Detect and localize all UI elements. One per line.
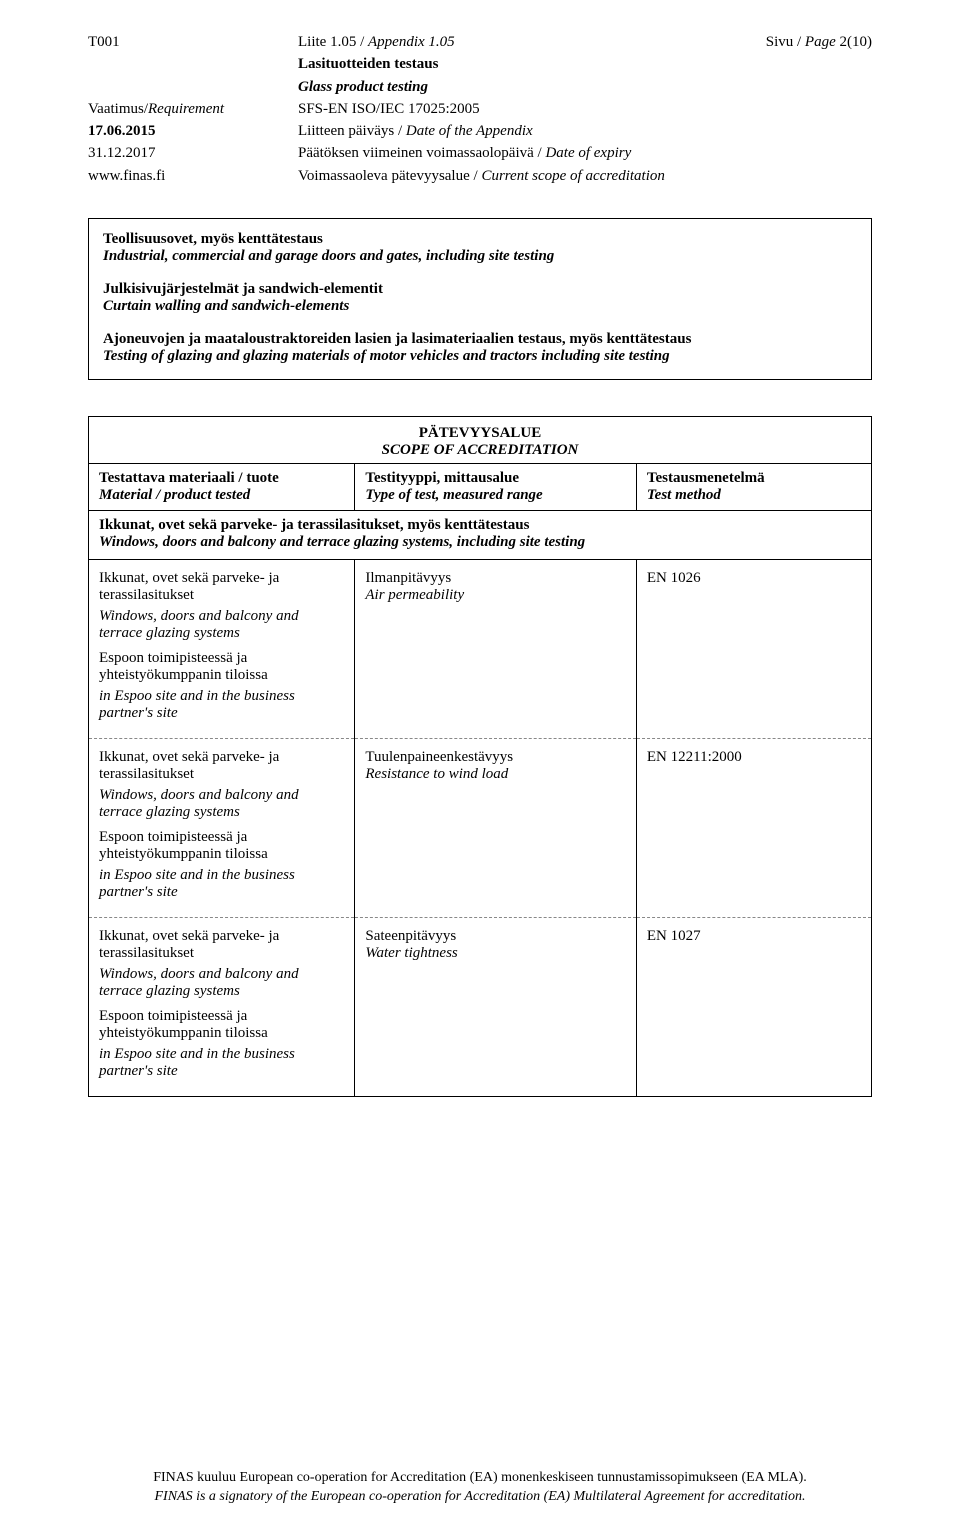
- website-desc: Voimassaoleva pätevyysalue / Current sco…: [298, 166, 702, 186]
- appendix-date: 17.06.2015: [88, 121, 298, 141]
- category-2-fi: Julkisivujärjestelmät ja sandwich-elemen…: [103, 281, 857, 298]
- appendix-ref: Liite 1.05 / Appendix 1.05: [298, 32, 702, 52]
- req-label-fi: Vaatimus/: [88, 101, 148, 117]
- footer-line-1: FINAS kuuluu European co-operation for A…: [88, 1469, 872, 1488]
- table-row: Ikkunat, ovet sekä parveke- ja terassila…: [89, 738, 871, 917]
- cell-material: Ikkunat, ovet sekä parveke- ja terassila…: [89, 738, 355, 917]
- cell-test: Ilmanpitävyys Air permeability: [355, 559, 637, 738]
- page-label-it: Page: [805, 34, 840, 50]
- test-en: Air permeability: [365, 587, 626, 604]
- test-fi: Tuulenpaineenkestävyys: [365, 749, 626, 766]
- page-number: 2(10): [840, 34, 873, 50]
- loc-fi: Espoon toimipisteessä ja yhteistyökumppa…: [99, 650, 344, 684]
- section-en: Windows, doors and balcony and terrace g…: [99, 534, 861, 551]
- site-desc-it: Current scope of accreditation: [481, 168, 664, 184]
- website: www.finas.fi: [88, 166, 298, 186]
- col3-fi: Testausmenetelmä: [647, 470, 861, 487]
- category-3-fi: Ajoneuvojen ja maataloustraktoreiden las…: [103, 331, 857, 348]
- req-label-it: Requirement: [148, 101, 224, 117]
- subject-fi: Lasituotteiden testaus: [298, 54, 702, 74]
- date2-desc-fi: Päätöksen viimeinen voimassaolopäivä /: [298, 145, 545, 161]
- category-2: Julkisivujärjestelmät ja sandwich-elemen…: [103, 281, 857, 315]
- col2-en: Type of test, measured range: [365, 487, 626, 504]
- cell-material: Ikkunat, ovet sekä parveke- ja terassila…: [89, 917, 355, 1096]
- section-fi: Ikkunat, ovet sekä parveke- ja terassila…: [99, 517, 861, 534]
- col1-en: Material / product tested: [99, 487, 344, 504]
- scope-title: PÄTEVYYSALUE SCOPE OF ACCREDITATION: [89, 417, 871, 463]
- cell-test: Tuulenpaineenkestävyys Resistance to win…: [355, 738, 637, 917]
- expiry-date-desc: Päätöksen viimeinen voimassaolopäivä / D…: [298, 143, 702, 163]
- appendix-fi: Liite 1.05 /: [298, 34, 368, 50]
- loc-en: in Espoo site and in the business partne…: [99, 867, 344, 901]
- col-material: Testattava materiaali / tuote Material /…: [89, 463, 355, 510]
- col-method: Testausmenetelmä Test method: [636, 463, 871, 510]
- date1-desc-it: Date of the Appendix: [406, 123, 533, 139]
- scope-table-container: PÄTEVYYSALUE SCOPE OF ACCREDITATION Test…: [88, 416, 872, 1097]
- category-3: Ajoneuvojen ja maataloustraktoreiden las…: [103, 331, 857, 365]
- category-2-en: Curtain walling and sandwich-elements: [103, 298, 857, 315]
- table-row: Ikkunat, ovet sekä parveke- ja terassila…: [89, 559, 871, 738]
- cell-test: Sateenpitävyys Water tightness: [355, 917, 637, 1096]
- mat-fi: Ikkunat, ovet sekä parveke- ja terassila…: [99, 570, 344, 604]
- test-en: Resistance to wind load: [365, 766, 626, 783]
- table-section-row: Ikkunat, ovet sekä parveke- ja terassila…: [89, 510, 871, 559]
- page-footer: FINAS kuuluu European co-operation for A…: [88, 1469, 872, 1507]
- loc-en: in Espoo site and in the business partne…: [99, 1046, 344, 1080]
- appendix-date-desc: Liitteen päiväys / Date of the Appendix: [298, 121, 702, 141]
- cell-method: EN 12211:2000: [636, 738, 871, 917]
- test-fi: Sateenpitävyys: [365, 928, 626, 945]
- mat-en: Windows, doors and balcony and terrace g…: [99, 966, 344, 1000]
- scope-title-fi: PÄTEVYYSALUE: [89, 425, 871, 442]
- document-header: T001 Liite 1.05 / Appendix 1.05 Sivu / P…: [88, 32, 872, 186]
- expiry-date: 31.12.2017: [88, 143, 298, 163]
- subject-en: Glass product testing: [298, 77, 702, 97]
- cell-method: EN 1027: [636, 917, 871, 1096]
- mat-fi: Ikkunat, ovet sekä parveke- ja terassila…: [99, 928, 344, 962]
- requirement-label: Vaatimus/Requirement: [88, 99, 298, 119]
- appendix-it: Appendix 1.05: [368, 34, 455, 50]
- categories-box: Teollisuusovet, myös kenttätestaus Indus…: [88, 218, 872, 380]
- scope-title-en: SCOPE OF ACCREDITATION: [89, 442, 871, 459]
- col1-fi: Testattava materiaali / tuote: [99, 470, 344, 487]
- scope-table: Testattava materiaali / tuote Material /…: [89, 463, 871, 1096]
- loc-fi: Espoon toimipisteessä ja yhteistyökumppa…: [99, 1008, 344, 1042]
- col-test-type: Testityyppi, mittausalue Type of test, m…: [355, 463, 637, 510]
- page-indicator: Sivu / Page 2(10): [702, 32, 872, 52]
- cell-method: EN 1026: [636, 559, 871, 738]
- mat-fi: Ikkunat, ovet sekä parveke- ja terassila…: [99, 749, 344, 783]
- page-label: Sivu /: [766, 34, 805, 50]
- category-1-fi: Teollisuusovet, myös kenttätestaus: [103, 231, 857, 248]
- test-en: Water tightness: [365, 945, 626, 962]
- test-fi: Ilmanpitävyys: [365, 570, 626, 587]
- doc-code: T001: [88, 32, 298, 52]
- cell-material: Ikkunat, ovet sekä parveke- ja terassila…: [89, 559, 355, 738]
- category-1-en: Industrial, commercial and garage doors …: [103, 248, 857, 265]
- mat-en: Windows, doors and balcony and terrace g…: [99, 608, 344, 642]
- category-3-en: Testing of glazing and glazing materials…: [103, 348, 857, 365]
- loc-en: in Espoo site and in the business partne…: [99, 688, 344, 722]
- col2-fi: Testityyppi, mittausalue: [365, 470, 626, 487]
- site-desc-fi: Voimassaoleva pätevyysalue /: [298, 168, 481, 184]
- loc-fi: Espoon toimipisteessä ja yhteistyökumppa…: [99, 829, 344, 863]
- col3-en: Test method: [647, 487, 861, 504]
- requirement-value: SFS-EN ISO/IEC 17025:2005: [298, 99, 702, 119]
- table-row: Ikkunat, ovet sekä parveke- ja terassila…: [89, 917, 871, 1096]
- footer-line-2: FINAS is a signatory of the European co-…: [88, 1488, 872, 1507]
- category-1: Teollisuusovet, myös kenttätestaus Indus…: [103, 231, 857, 265]
- date1-desc-fi: Liitteen päiväys /: [298, 123, 406, 139]
- section-heading: Ikkunat, ovet sekä parveke- ja terassila…: [89, 510, 871, 559]
- date2-desc-it: Date of expiry: [545, 145, 631, 161]
- table-header-row: Testattava materiaali / tuote Material /…: [89, 463, 871, 510]
- mat-en: Windows, doors and balcony and terrace g…: [99, 787, 344, 821]
